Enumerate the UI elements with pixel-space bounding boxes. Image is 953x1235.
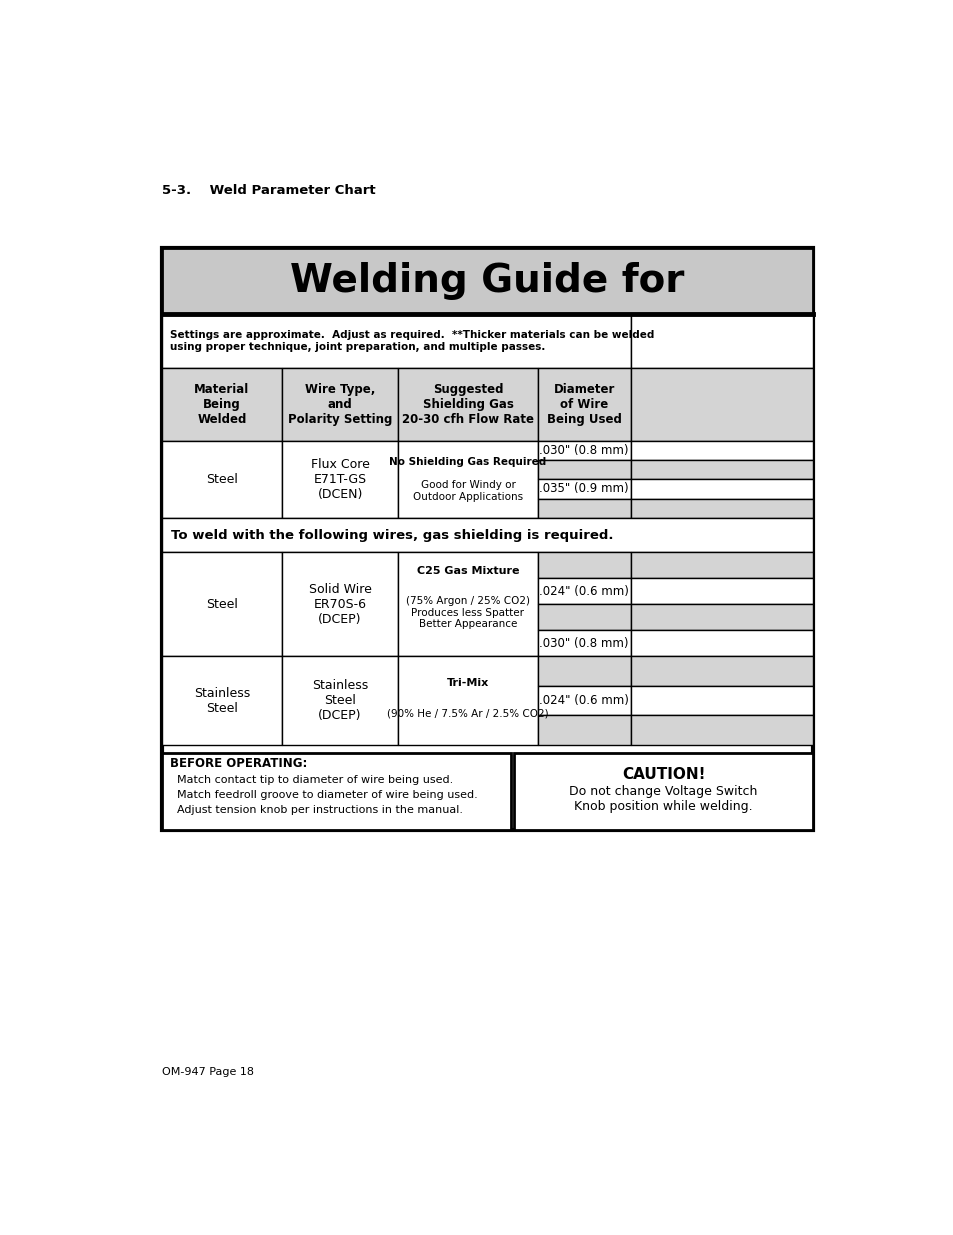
Bar <box>630 578 812 604</box>
Bar <box>162 752 510 830</box>
Text: No Shielding Gas Required: No Shielding Gas Required <box>389 457 546 467</box>
Text: BEFORE OPERATING:: BEFORE OPERATING: <box>170 757 307 769</box>
Text: Suggested
Shielding Gas
20-30 cfh Flow Rate: Suggested Shielding Gas 20-30 cfh Flow R… <box>401 383 534 426</box>
Text: .024" (0.6 mm): .024" (0.6 mm) <box>538 694 629 708</box>
Text: Diameter
of Wire
Being Used: Diameter of Wire Being Used <box>546 383 621 426</box>
Text: Steel: Steel <box>206 473 237 485</box>
Text: Match feedroll groove to diameter of wire being used.: Match feedroll groove to diameter of wir… <box>177 790 477 800</box>
Text: Stainless
Steel
(DCEP): Stainless Steel (DCEP) <box>312 679 368 722</box>
Text: Welding Guide for: Welding Guide for <box>290 262 684 300</box>
Bar <box>537 461 630 479</box>
Text: 5-3.    Weld Parameter Chart: 5-3. Weld Parameter Chart <box>162 184 375 198</box>
Bar <box>162 314 630 368</box>
Bar <box>537 685 630 715</box>
Bar <box>630 461 812 479</box>
Bar <box>630 314 812 368</box>
Bar <box>537 552 630 578</box>
Bar <box>162 441 282 517</box>
Bar <box>282 441 397 517</box>
Bar <box>630 715 812 745</box>
Text: Wire Type,
and
Polarity Setting: Wire Type, and Polarity Setting <box>288 383 392 426</box>
Bar <box>514 752 812 830</box>
Bar <box>630 604 812 630</box>
Text: .030" (0.8 mm): .030" (0.8 mm) <box>539 637 628 650</box>
Text: Tri-Mix: Tri-Mix <box>446 678 489 688</box>
Text: To weld with the following wires, gas shielding is required.: To weld with the following wires, gas sh… <box>171 529 613 542</box>
Text: (75% Argon / 25% CO2)
Produces less Spatter
Better Appearance: (75% Argon / 25% CO2) Produces less Spat… <box>406 597 530 630</box>
Bar <box>630 685 812 715</box>
Bar <box>537 368 630 441</box>
Bar <box>282 552 397 656</box>
Text: Stainless
Steel: Stainless Steel <box>193 687 250 715</box>
Bar <box>630 552 812 578</box>
Bar <box>537 499 630 517</box>
Text: Good for Windy or
Outdoor Applications: Good for Windy or Outdoor Applications <box>413 480 522 501</box>
Bar <box>537 656 630 685</box>
Text: OM-947 Page 18: OM-947 Page 18 <box>162 1067 253 1077</box>
Bar <box>537 630 630 656</box>
Bar <box>630 499 812 517</box>
Text: .030" (0.8 mm): .030" (0.8 mm) <box>539 443 628 457</box>
Text: Settings are approximate.  Adjust as required.  **Thicker materials can be welde: Settings are approximate. Adjust as requ… <box>170 330 654 352</box>
Bar <box>397 656 537 745</box>
Bar <box>282 368 397 441</box>
Bar <box>162 368 282 441</box>
Text: Material
Being
Welded: Material Being Welded <box>194 383 250 426</box>
Text: C25 Gas Mixture: C25 Gas Mixture <box>416 566 518 577</box>
Text: CAUTION!: CAUTION! <box>621 767 704 782</box>
Text: Steel: Steel <box>206 598 237 611</box>
Bar <box>630 441 812 461</box>
Bar <box>397 441 537 517</box>
Bar <box>537 578 630 604</box>
Bar <box>162 248 812 830</box>
Bar <box>282 656 397 745</box>
Bar <box>537 604 630 630</box>
Text: .024" (0.6 mm): .024" (0.6 mm) <box>538 585 629 598</box>
Bar <box>397 368 537 441</box>
Bar <box>162 656 282 745</box>
Bar <box>162 248 812 314</box>
Text: Solid Wire
ER70S-6
(DCEP): Solid Wire ER70S-6 (DCEP) <box>309 583 371 626</box>
Bar <box>630 368 812 441</box>
Bar <box>630 479 812 499</box>
Text: Do not change Voltage Switch
Knob position while welding.: Do not change Voltage Switch Knob positi… <box>569 785 757 813</box>
Bar <box>537 479 630 499</box>
Text: Match contact tip to diameter of wire being used.: Match contact tip to diameter of wire be… <box>177 774 453 784</box>
Bar <box>162 517 812 552</box>
Text: (90% He / 7.5% Ar / 2.5% CO2): (90% He / 7.5% Ar / 2.5% CO2) <box>387 709 548 719</box>
Bar <box>630 630 812 656</box>
Bar <box>630 656 812 685</box>
Bar <box>537 715 630 745</box>
Text: .035" (0.9 mm): .035" (0.9 mm) <box>538 483 628 495</box>
Bar <box>397 552 537 656</box>
Bar <box>537 441 630 461</box>
Text: Adjust tension knob per instructions in the manual.: Adjust tension knob per instructions in … <box>177 805 463 815</box>
Bar <box>162 552 282 656</box>
Text: Flux Core
E71T-GS
(DCEN): Flux Core E71T-GS (DCEN) <box>311 458 369 501</box>
